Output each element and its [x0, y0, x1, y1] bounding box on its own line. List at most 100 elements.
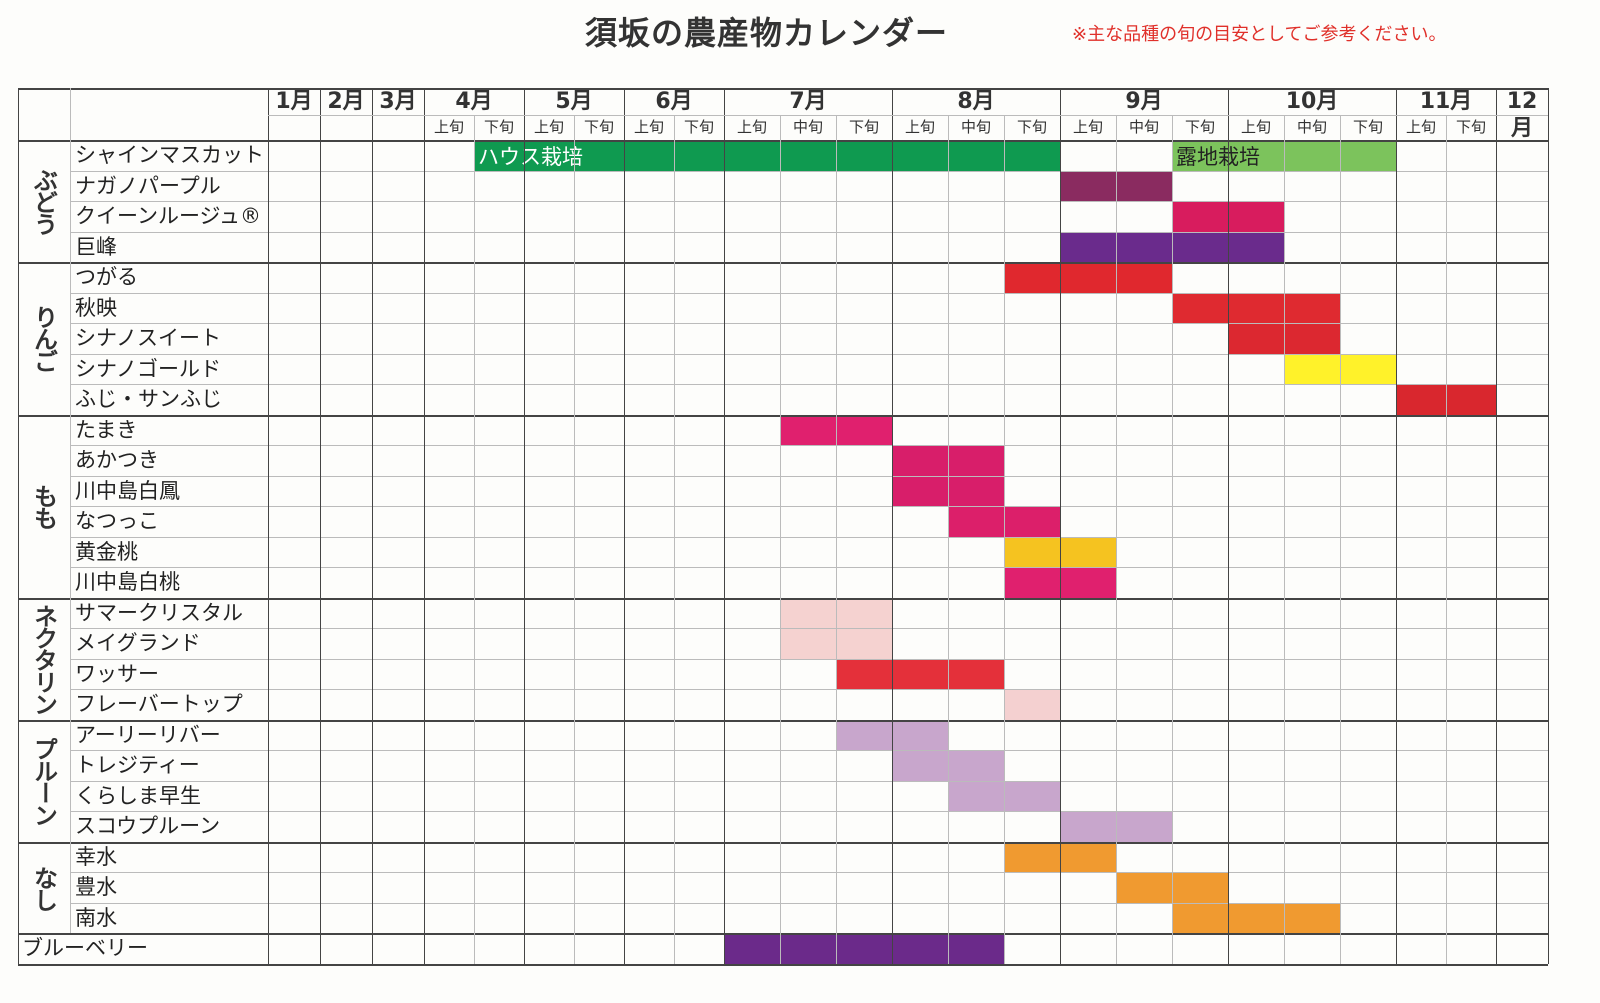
period-label: 上旬 — [633, 118, 664, 136]
month-label: 6月 — [655, 89, 693, 114]
variety-name: 南水 — [75, 905, 117, 930]
month-label: 3月 — [379, 89, 417, 114]
month-label: 5月 — [555, 89, 593, 114]
period-line — [1340, 115, 1341, 964]
month-label: 10月 — [1285, 89, 1339, 114]
season-bar — [1172, 293, 1340, 324]
variety-name: ワッサー — [75, 661, 159, 686]
period-line — [780, 115, 781, 964]
row-line — [70, 872, 1548, 874]
group-label: ネクタリン — [29, 603, 58, 714]
period-label: 下旬 — [683, 118, 714, 136]
period-line — [674, 115, 675, 964]
period-label: 下旬 — [583, 118, 614, 136]
variety-name: アーリーリバー — [75, 722, 221, 747]
month-line — [524, 88, 525, 964]
month-line — [1228, 88, 1229, 964]
month-line — [320, 88, 321, 964]
period-label: 上旬 — [1240, 118, 1271, 136]
period-label: 上旬 — [433, 118, 464, 136]
variety-name: つがる — [75, 265, 138, 290]
group-label: りんご — [29, 305, 58, 372]
variety-name: くらしま早生 — [75, 783, 201, 808]
period-label: 下旬 — [1455, 118, 1486, 136]
period-label: 上旬 — [904, 118, 935, 136]
season-bar — [1172, 903, 1340, 934]
season-bar — [724, 934, 1004, 964]
variety-name: 川中島白桃 — [75, 570, 180, 595]
row-line — [70, 902, 1548, 904]
month-line — [1496, 88, 1497, 964]
period-label: 下旬 — [483, 118, 514, 136]
period-label: 下旬 — [1184, 118, 1215, 136]
period-line — [948, 115, 949, 964]
group-line — [18, 414, 1548, 417]
note: ※主な品種の旬の目安としてご参考ください。 — [1072, 24, 1447, 45]
group-line — [18, 597, 1548, 600]
variety-name: 秋映 — [75, 295, 117, 320]
period-label: 中旬 — [792, 118, 823, 136]
month-label: 7月 — [789, 89, 827, 114]
period-label: 上旬 — [1072, 118, 1103, 136]
variety-name: 川中島白鳳 — [75, 478, 180, 503]
group-label: プルーン — [29, 736, 58, 825]
period-line — [1284, 115, 1285, 964]
month-label: 2月 — [327, 89, 365, 114]
month-label: 12月 — [1506, 89, 1538, 141]
variety-name: 黄金桃 — [75, 539, 138, 564]
month-line — [268, 88, 269, 964]
row-line — [70, 628, 1548, 630]
row-line — [70, 567, 1548, 569]
variety-name: シナノゴールド — [75, 356, 221, 381]
period-label: 上旬 — [736, 118, 767, 136]
row-line — [70, 536, 1548, 538]
row-line — [70, 231, 1548, 233]
row-line — [70, 201, 1548, 203]
group-column-line — [70, 88, 71, 934]
month-line — [424, 88, 425, 964]
variety-name: ふじ・サンふじ — [75, 387, 222, 412]
variety-name: 豊水 — [75, 875, 117, 900]
group-line — [18, 841, 1548, 844]
group-label: ブルーベリー — [22, 936, 148, 961]
row-line — [70, 353, 1548, 355]
row-line — [70, 780, 1548, 782]
month-line — [372, 88, 373, 964]
month-label: 9月 — [1125, 89, 1163, 114]
frame-right — [1548, 88, 1549, 964]
month-label: 4月 — [455, 89, 493, 114]
period-label: 下旬 — [1016, 118, 1047, 136]
month-label: 11月 — [1419, 89, 1473, 114]
period-line — [1116, 115, 1117, 964]
frame-top — [18, 88, 1548, 90]
variety-name: フレーバートップ — [75, 692, 243, 717]
season-bar: ハウス栽培 — [474, 141, 1060, 171]
period-label: 下旬 — [848, 118, 879, 136]
row-line — [70, 475, 1548, 477]
period-line — [574, 115, 575, 964]
period-line — [836, 115, 837, 964]
group-line — [18, 140, 1548, 142]
season-bar — [836, 659, 1004, 690]
row-line — [70, 170, 1548, 172]
row-line — [70, 658, 1548, 660]
row-line — [70, 811, 1548, 813]
header-mid-line — [268, 115, 1548, 116]
period-label: 上旬 — [533, 118, 564, 136]
month-label: 1月 — [275, 89, 313, 114]
period-line — [1446, 115, 1447, 964]
row-line — [70, 750, 1548, 752]
month-line — [1396, 88, 1397, 964]
title: 須坂の農産物カレンダー — [585, 14, 949, 52]
row-line — [70, 506, 1548, 508]
variety-name: メイグランド — [75, 631, 201, 656]
row-line — [70, 689, 1548, 691]
period-label: 下旬 — [1352, 118, 1383, 136]
group-label: ぶどう — [29, 168, 58, 235]
period-line — [1004, 115, 1005, 964]
period-line — [474, 115, 475, 964]
period-line — [1172, 115, 1173, 964]
frame-bottom — [18, 964, 1548, 966]
